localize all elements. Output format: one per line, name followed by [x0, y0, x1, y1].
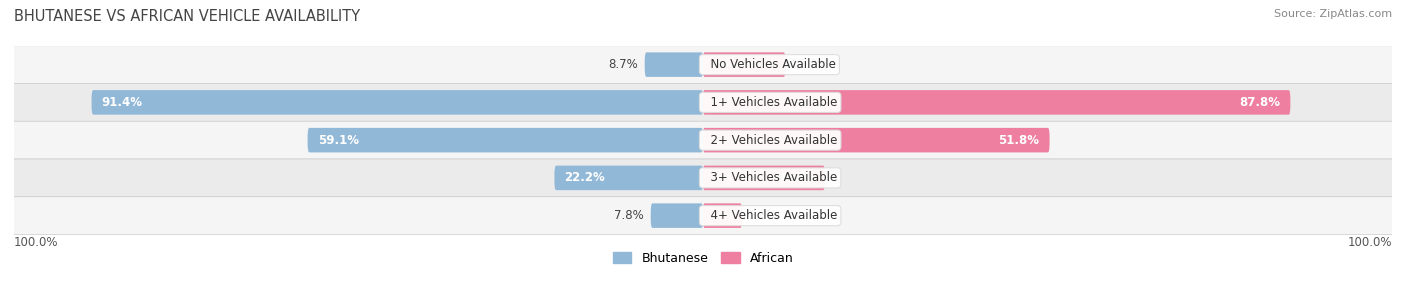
Text: BHUTANESE VS AFRICAN VEHICLE AVAILABILITY: BHUTANESE VS AFRICAN VEHICLE AVAILABILIT… [14, 9, 360, 23]
Text: 18.2%: 18.2% [773, 171, 814, 184]
FancyBboxPatch shape [703, 203, 742, 228]
Text: 5.8%: 5.8% [748, 209, 778, 222]
Text: 4+ Vehicles Available: 4+ Vehicles Available [703, 209, 838, 222]
Text: Source: ZipAtlas.com: Source: ZipAtlas.com [1274, 9, 1392, 19]
Text: 22.2%: 22.2% [565, 171, 606, 184]
Text: 91.4%: 91.4% [101, 96, 142, 109]
FancyBboxPatch shape [703, 52, 786, 77]
Legend: Bhutanese, African: Bhutanese, African [607, 247, 799, 270]
FancyBboxPatch shape [0, 121, 1406, 159]
Text: 1+ Vehicles Available: 1+ Vehicles Available [703, 96, 838, 109]
Text: 7.8%: 7.8% [614, 209, 644, 222]
FancyBboxPatch shape [0, 46, 1406, 84]
Text: 51.8%: 51.8% [998, 134, 1039, 147]
FancyBboxPatch shape [645, 52, 703, 77]
Text: No Vehicles Available: No Vehicles Available [703, 58, 837, 71]
FancyBboxPatch shape [0, 84, 1406, 121]
FancyBboxPatch shape [91, 90, 703, 115]
FancyBboxPatch shape [703, 166, 825, 190]
Text: 12.3%: 12.3% [792, 58, 830, 71]
Text: 3+ Vehicles Available: 3+ Vehicles Available [703, 171, 837, 184]
Text: 100.0%: 100.0% [14, 237, 59, 249]
Text: 100.0%: 100.0% [1347, 237, 1392, 249]
Text: 2+ Vehicles Available: 2+ Vehicles Available [703, 134, 838, 147]
FancyBboxPatch shape [554, 166, 703, 190]
FancyBboxPatch shape [703, 128, 1049, 152]
FancyBboxPatch shape [308, 128, 703, 152]
FancyBboxPatch shape [0, 159, 1406, 197]
FancyBboxPatch shape [0, 197, 1406, 235]
Text: 8.7%: 8.7% [609, 58, 638, 71]
Text: 59.1%: 59.1% [318, 134, 359, 147]
FancyBboxPatch shape [651, 203, 703, 228]
FancyBboxPatch shape [703, 90, 1291, 115]
Text: 87.8%: 87.8% [1239, 96, 1281, 109]
